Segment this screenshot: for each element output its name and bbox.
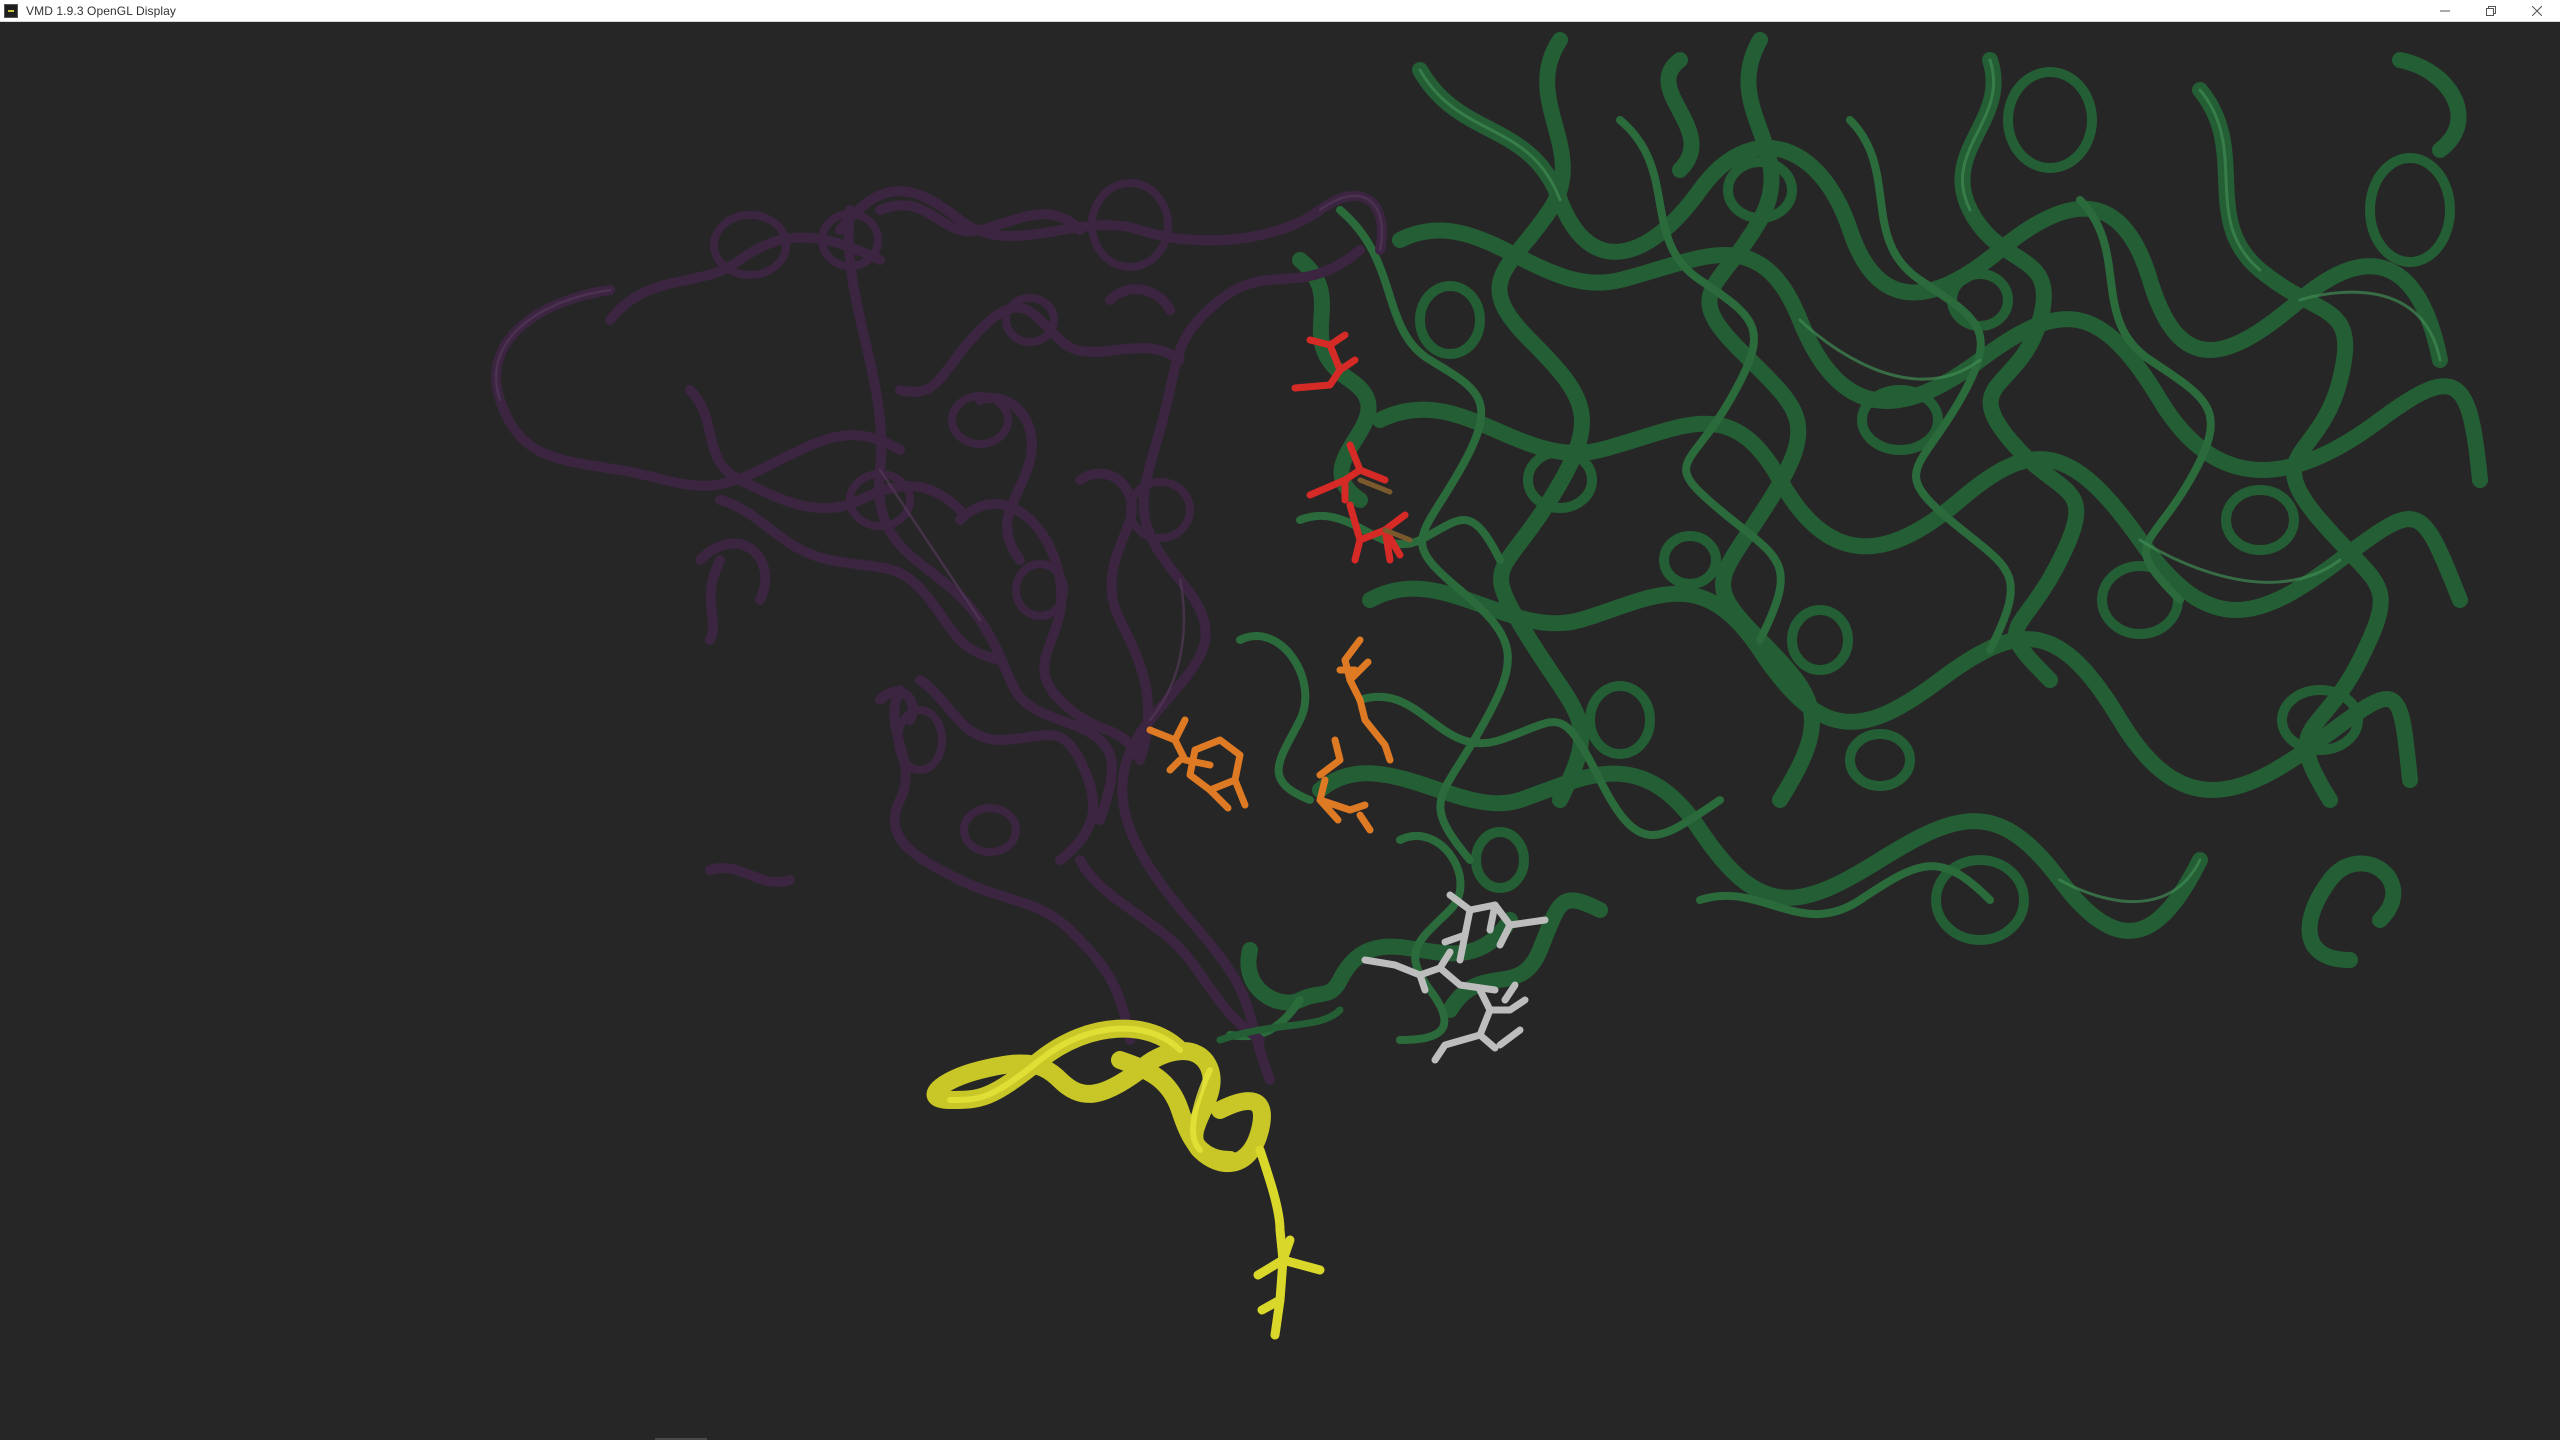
- close-button[interactable]: [2514, 0, 2560, 22]
- opengl-viewport[interactable]: [0, 22, 2560, 1440]
- window-title: VMD 1.9.3 OpenGL Display: [26, 3, 177, 18]
- title-bar[interactable]: VMD 1.9.3 OpenGL Display: [0, 0, 2560, 22]
- resize-handle[interactable]: [655, 1438, 707, 1440]
- green-protein-chain: [1226, 32, 2488, 1044]
- restore-button[interactable]: [2468, 0, 2514, 22]
- orange-residues: [1146, 636, 1394, 834]
- chain-linker: [1216, 1006, 1344, 1044]
- ligand-brown-links: [1357, 477, 1413, 543]
- purple-protein-chain: [491, 179, 1387, 1085]
- window-controls: [2422, 0, 2560, 22]
- minimize-icon: [2440, 10, 2450, 12]
- bottom-edge: [0, 1436, 2560, 1440]
- white-residues: [1361, 891, 1549, 1064]
- red-residues: [1291, 331, 1409, 564]
- minimize-button[interactable]: [2422, 0, 2468, 22]
- close-icon: [2532, 6, 2542, 16]
- yellow-peptide: [926, 1019, 1325, 1340]
- molecule-render: [491, 32, 2488, 1340]
- restore-icon: [2486, 6, 2496, 16]
- vmd-app-icon: [4, 3, 18, 18]
